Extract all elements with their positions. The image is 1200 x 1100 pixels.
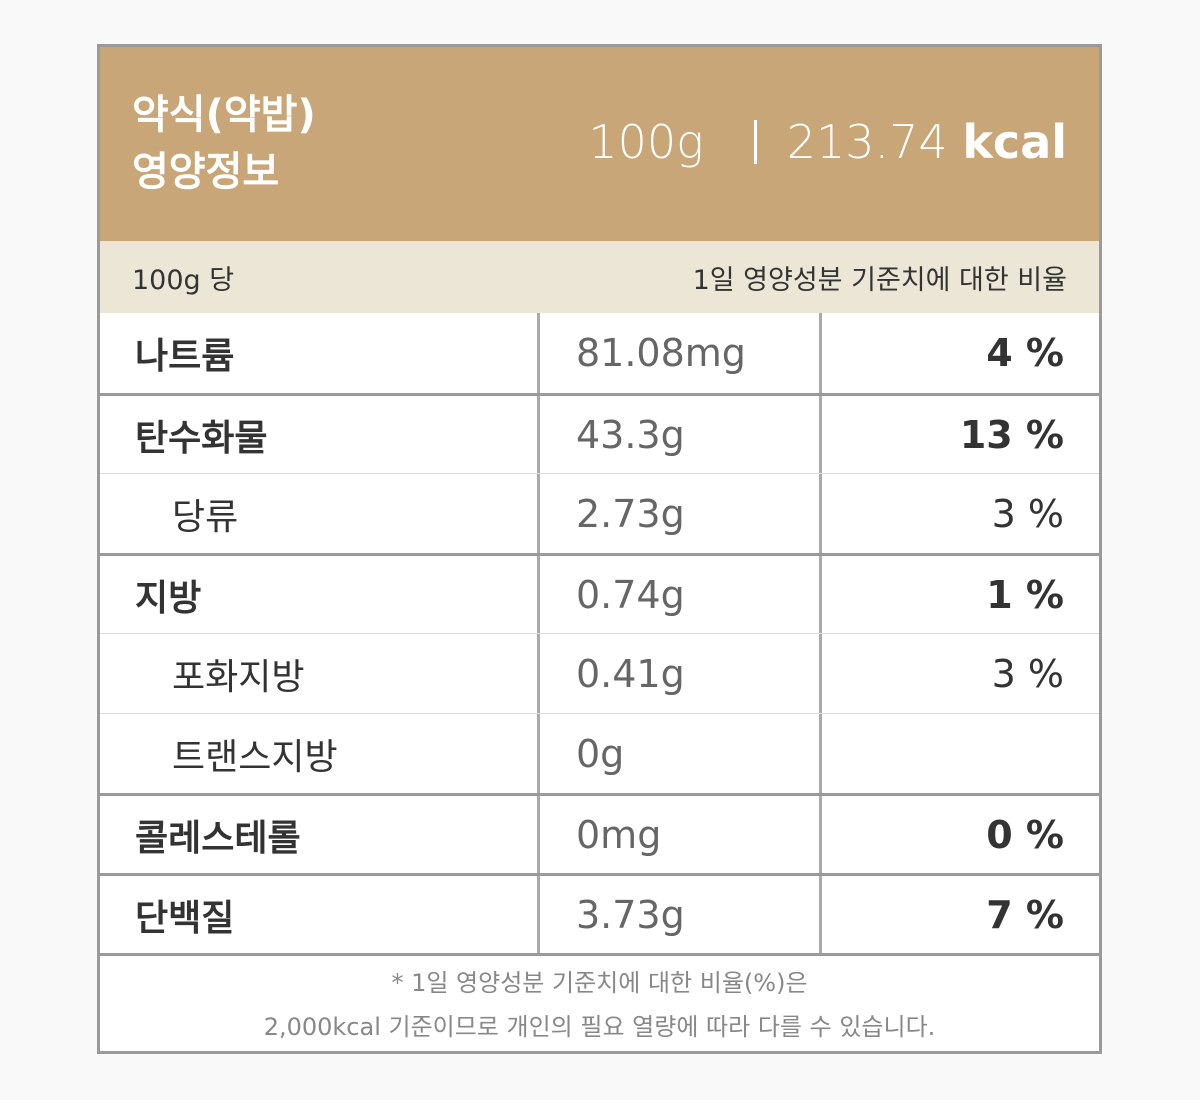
nutrient-name: 콜레스테롤 xyxy=(135,817,301,859)
nutrient-amount: 0g xyxy=(537,714,819,793)
daily-percent: 13 % xyxy=(819,396,1099,473)
nutrient-amount: 43.3g xyxy=(537,396,819,473)
separator xyxy=(753,120,757,164)
calorie-unit: kcal xyxy=(962,115,1067,169)
footnote-line: * 1일 영양성분 기준치에 대한 비율(%)은 xyxy=(391,969,808,997)
header: 약식(약밥) 영양정보 100g 213.74 kcal xyxy=(100,47,1099,241)
nutrient-amount: 81.08mg xyxy=(537,313,819,393)
nutrient-name: 지방 xyxy=(135,577,202,619)
nutrient-name: 트랜스지방 xyxy=(172,736,338,778)
nutrient-amount: 3.73g xyxy=(537,876,819,953)
nutrition-table: 약식(약밥) 영양정보 100g 213.74 kcal 100g 당 1일 영양… xyxy=(97,44,1102,1054)
nutrient-row: 나트륨 81.08mg 4 % xyxy=(100,313,1099,393)
title-line: 약식(약밥) xyxy=(132,92,316,138)
calorie-info: 100g 213.74 kcal xyxy=(588,115,1067,169)
nutrient-name: 나트륨 xyxy=(135,336,235,377)
daily-percent: 1 % xyxy=(819,556,1099,633)
daily-percent xyxy=(819,714,1099,793)
nutrient-row: 포화지방 0.41g 3 % xyxy=(100,633,1099,713)
nutrient-amount: 0.74g xyxy=(537,556,819,633)
nutrient-amount: 0.41g xyxy=(537,634,819,713)
daily-percent: 7 % xyxy=(819,876,1099,953)
nutrient-row: 지방 0.74g 1 % xyxy=(100,553,1099,633)
nutrient-name: 당류 xyxy=(172,496,239,538)
rows: 나트륨 81.08mg 4 % 탄수화물 43.3g 13 % 당류 2.73g 3 % 지방 0.… xyxy=(100,313,1099,953)
title: 약식(약밥) 영양정보 xyxy=(132,87,316,201)
nutrient-name: 포화지방 xyxy=(172,656,305,698)
per-serving: 100g 당 xyxy=(132,264,235,296)
nutrient-amount: 2.73g xyxy=(537,474,819,553)
nutrient-row: 당류 2.73g 3 % xyxy=(100,473,1099,553)
daily-percent: 3 % xyxy=(819,474,1099,553)
daily-value-label: 1일 영양성분 기준치에 대한 비율 xyxy=(692,264,1067,296)
subheader: 100g 당 1일 영양성분 기준치에 대한 비율 xyxy=(100,241,1099,313)
serving: 100g xyxy=(588,115,704,169)
calories: 213.74 xyxy=(786,115,948,169)
nutrient-name: 단백질 xyxy=(135,897,235,939)
nutrient-row: 트랜스지방 0g xyxy=(100,713,1099,793)
nutrient-name: 탄수화물 xyxy=(135,417,268,459)
daily-percent: 4 % xyxy=(819,313,1099,393)
nutrient-row: 단백질 3.73g 7 % xyxy=(100,873,1099,953)
nutrient-row: 탄수화물 43.3g 13 % xyxy=(100,393,1099,473)
footnote-line: 2,000kcal 기준이므로 개인의 필요 열량에 따라 다를 수 있습니다. xyxy=(263,1013,936,1041)
daily-percent: 0 % xyxy=(819,796,1099,873)
daily-percent: 3 % xyxy=(819,634,1099,713)
nutrient-amount: 0mg xyxy=(537,796,819,873)
title-line: 영양정보 xyxy=(132,149,280,195)
nutrient-row: 콜레스테롤 0mg 0 % xyxy=(100,793,1099,873)
footnote: * 1일 영양성분 기준치에 대한 비율(%)은 2,000kcal 기준이므로… xyxy=(100,953,1099,1054)
